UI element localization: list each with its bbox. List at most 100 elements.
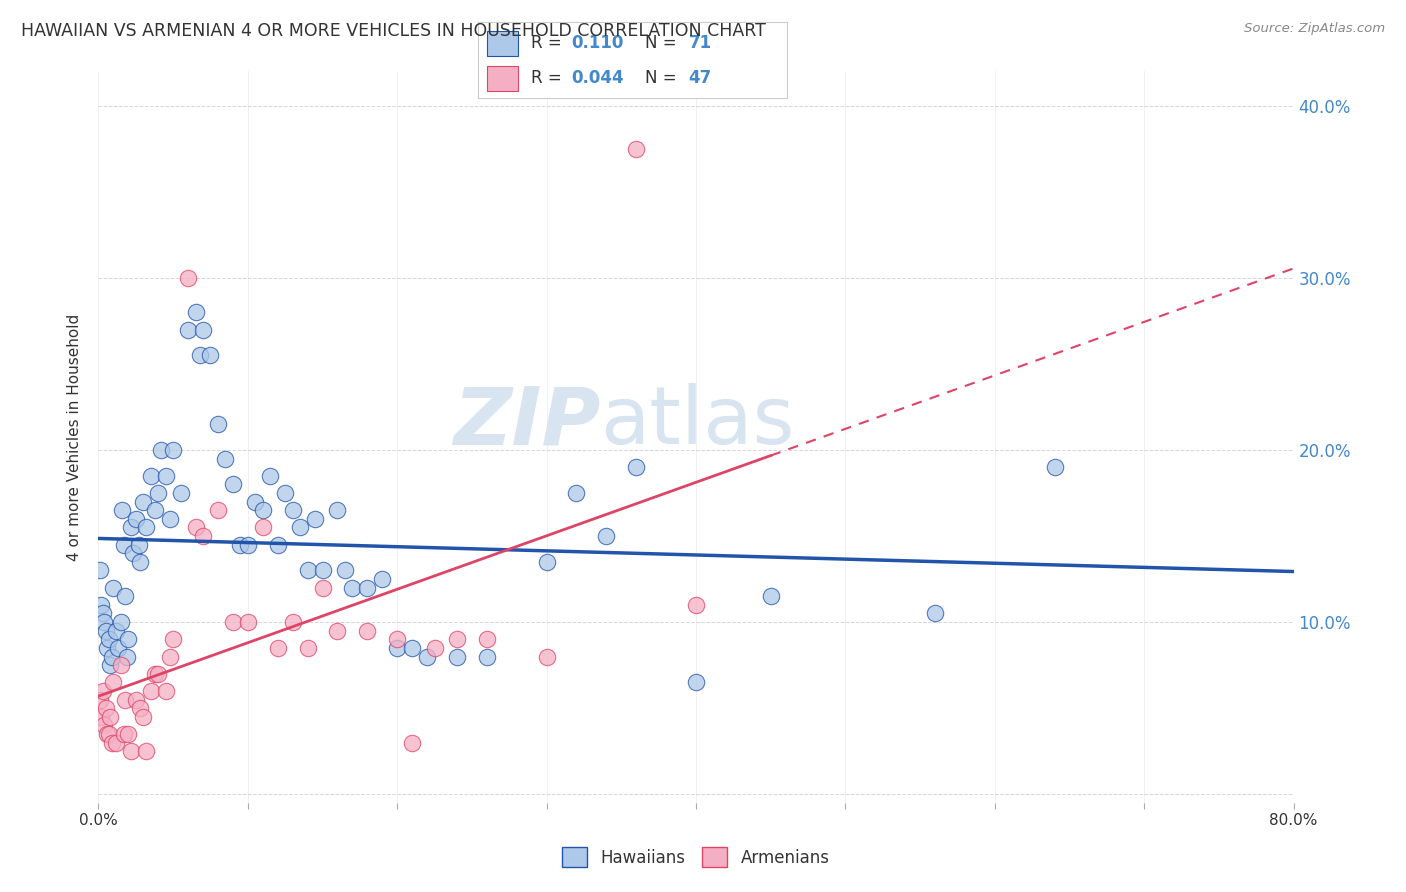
Text: HAWAIIAN VS ARMENIAN 4 OR MORE VEHICLES IN HOUSEHOLD CORRELATION CHART: HAWAIIAN VS ARMENIAN 4 OR MORE VEHICLES … [21,22,766,40]
Point [236,538,259,552]
Point [423,640,446,655]
Point [356,624,378,638]
Point [401,640,423,655]
Point [446,649,468,664]
Point [236,615,259,629]
Point [222,615,245,629]
Point [200,348,222,362]
Point [94,624,117,638]
Point [222,477,245,491]
Text: R =: R = [530,34,567,52]
Point [117,727,139,741]
Text: Source: ZipAtlas.com: Source: ZipAtlas.com [1244,22,1385,36]
Point [90,710,112,724]
Point [416,649,439,664]
Point [184,305,207,319]
Point [94,701,117,715]
Point [112,538,135,552]
Point [143,666,166,681]
Point [103,675,125,690]
Text: 0.044: 0.044 [571,69,623,87]
Point [98,658,122,673]
Point [326,624,349,638]
Point [105,735,128,749]
Point [371,572,394,586]
Point [115,649,138,664]
Point [91,684,114,698]
Point [333,564,356,578]
Point [626,142,648,156]
Point [475,649,498,664]
Point [162,632,184,647]
Point [96,727,118,741]
Point [356,581,378,595]
Point [274,486,297,500]
Point [135,520,157,534]
Point [177,271,200,285]
Point [162,442,184,457]
Point [89,564,111,578]
Text: atlas: atlas [600,384,794,461]
Point [139,684,162,698]
Point [207,417,229,432]
Point [114,589,136,603]
Point [304,512,326,526]
Point [90,598,112,612]
Point [281,615,304,629]
Point [207,503,229,517]
Point [96,640,118,655]
Point [110,615,132,629]
Point [252,520,274,534]
Text: 0.110: 0.110 [571,34,623,52]
Point [214,451,236,466]
Point [245,494,267,508]
Point [125,692,148,706]
Point [148,666,170,681]
Point [475,632,498,647]
Point [385,632,409,647]
Point [191,322,214,336]
Point [159,512,181,526]
Point [128,538,150,552]
FancyBboxPatch shape [488,30,519,55]
Legend: Hawaiians, Armenians: Hawaiians, Armenians [554,839,838,875]
Point [125,512,148,526]
Point [107,640,129,655]
Text: ZIP: ZIP [453,384,600,461]
Point [184,520,207,534]
Point [685,598,707,612]
Point [177,322,200,336]
Point [120,520,142,534]
Text: N =: N = [645,34,682,52]
Point [626,460,648,475]
Point [93,718,115,732]
Point [924,607,946,621]
Point [112,727,135,741]
Point [169,486,191,500]
Point [188,348,211,362]
Point [97,727,120,741]
Point [143,503,166,517]
Point [267,538,290,552]
Point [1043,460,1066,475]
Point [385,640,409,655]
Point [297,564,319,578]
Point [135,744,157,758]
Point [267,640,290,655]
Point [252,503,274,517]
Point [288,520,311,534]
Point [311,564,333,578]
Text: N =: N = [645,69,682,87]
Point [89,692,111,706]
Point [155,684,177,698]
Point [281,503,304,517]
Text: 71: 71 [689,34,711,52]
Point [120,744,142,758]
FancyBboxPatch shape [488,65,519,91]
Point [110,658,132,673]
Point [259,468,281,483]
Point [326,503,349,517]
Point [111,503,134,517]
Point [191,529,214,543]
Text: R =: R = [530,69,567,87]
